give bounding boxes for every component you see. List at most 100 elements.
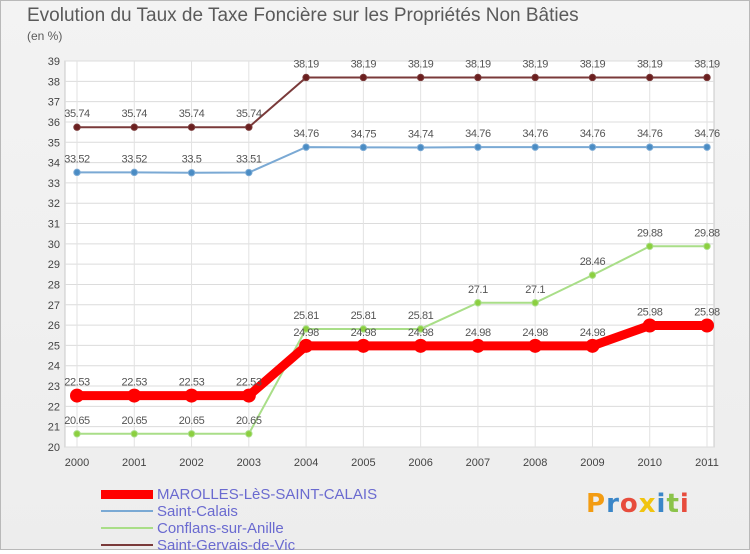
y-tick-label: 24 [48,361,60,373]
y-tick-label: 33 [48,178,60,190]
data-label: 24.98 [580,327,606,339]
y-tick-label: 28 [48,279,60,291]
data-label: 33.52 [64,153,90,165]
data-point [531,73,539,82]
data-label: 34.76 [637,128,663,140]
y-tick-label: 21 [48,422,60,434]
x-tick-label: 2010 [637,457,661,469]
data-point [356,338,371,353]
logo-letter: t [666,489,680,519]
data-point [646,143,654,151]
data-label: 24.98 [465,327,491,339]
data-label: 22.53 [236,377,262,389]
data-point [588,73,597,82]
data-point [703,143,711,151]
data-point [130,123,138,131]
logo-letter: r [606,489,620,519]
x-tick-label: 2002 [179,457,203,469]
data-label: 27.1 [468,284,488,296]
data-point [241,388,256,403]
legend-swatch [101,527,153,529]
chart-subtitle: (en %) [27,29,63,43]
data-point [302,143,310,151]
y-tick-label: 37 [48,97,60,109]
data-label: 25.98 [637,307,663,319]
x-tick-label: 2006 [408,457,432,469]
data-label: 34.74 [408,129,434,141]
data-label: 34.76 [522,128,548,140]
data-label: 38.19 [694,58,720,70]
data-label: 22.53 [179,377,205,389]
data-point [359,143,368,152]
x-tick-label: 2005 [351,457,375,469]
data-point [73,430,81,438]
data-label: 24.98 [293,327,319,339]
y-tick-label: 35 [48,137,60,149]
data-point [588,271,597,279]
data-point [531,143,539,151]
data-label: 34.75 [351,128,377,140]
data-label: 34.76 [465,128,491,140]
data-label: 22.53 [64,377,90,389]
data-label: 38.19 [637,58,663,70]
x-tick-label: 2007 [466,457,490,469]
data-point [528,338,543,353]
proxiti-logo: Proxiti [586,489,690,519]
y-tick-label: 22 [48,401,60,413]
y-tick-label: 31 [48,219,60,231]
legend-swatch [101,510,153,512]
y-tick-label: 32 [48,198,60,210]
logo-letter: P [586,489,607,519]
data-point [359,73,368,82]
data-point [245,123,253,131]
data-label: 20.65 [64,415,90,427]
data-label: 38.19 [522,58,548,70]
data-label: 38.19 [293,58,319,70]
logo-letter: o [619,489,639,519]
y-tick-label: 29 [48,259,60,271]
legend-label: Saint-Calais [157,503,238,520]
data-point [642,318,657,333]
y-tick-label: 38 [48,76,60,88]
legend-label: MAROLLES-LèS-SAINT-CALAIS [157,486,378,503]
legend-label: Conflans-sur-Anille [157,520,284,537]
data-label: 34.76 [694,128,720,140]
data-point [585,338,600,353]
legend-swatch [101,544,153,546]
data-point [416,325,425,333]
data-label: 38.19 [351,58,377,70]
data-label: 33.52 [122,153,148,165]
data-point [187,169,196,177]
x-tick-label: 2004 [294,457,318,469]
series-line [77,245,707,435]
line-chart: 20 21 22 23 24 25 26 27 28 29 30 31 32 33 34 35 36 37 38 39… [48,56,721,469]
data-label: 20.65 [179,415,205,427]
data-point [302,73,310,82]
data-point [700,318,714,333]
data-point [302,325,310,333]
x-tick-label: 2011 [695,457,719,469]
data-label: 35.74 [179,108,205,120]
data-label: 25.81 [408,310,434,322]
data-label: 20.65 [236,415,262,427]
data-point [474,73,482,82]
data-label: 35.74 [64,108,90,120]
data-label: 28.46 [580,256,606,268]
y-tick-label: 23 [48,381,60,393]
data-point [73,168,81,177]
data-point [474,299,482,307]
data-label: 35.74 [236,108,262,120]
data-point [646,73,654,82]
data-point [646,242,654,250]
series-line [77,321,707,401]
data-point [474,143,482,151]
data-label: 22.53 [122,377,148,389]
y-tick-label: 39 [48,56,60,68]
data-label: 20.65 [122,415,148,427]
legend-swatch [101,489,153,499]
data-point [187,123,196,131]
series-line [77,146,707,174]
data-label: 25.98 [694,307,720,319]
data-point [70,388,84,403]
